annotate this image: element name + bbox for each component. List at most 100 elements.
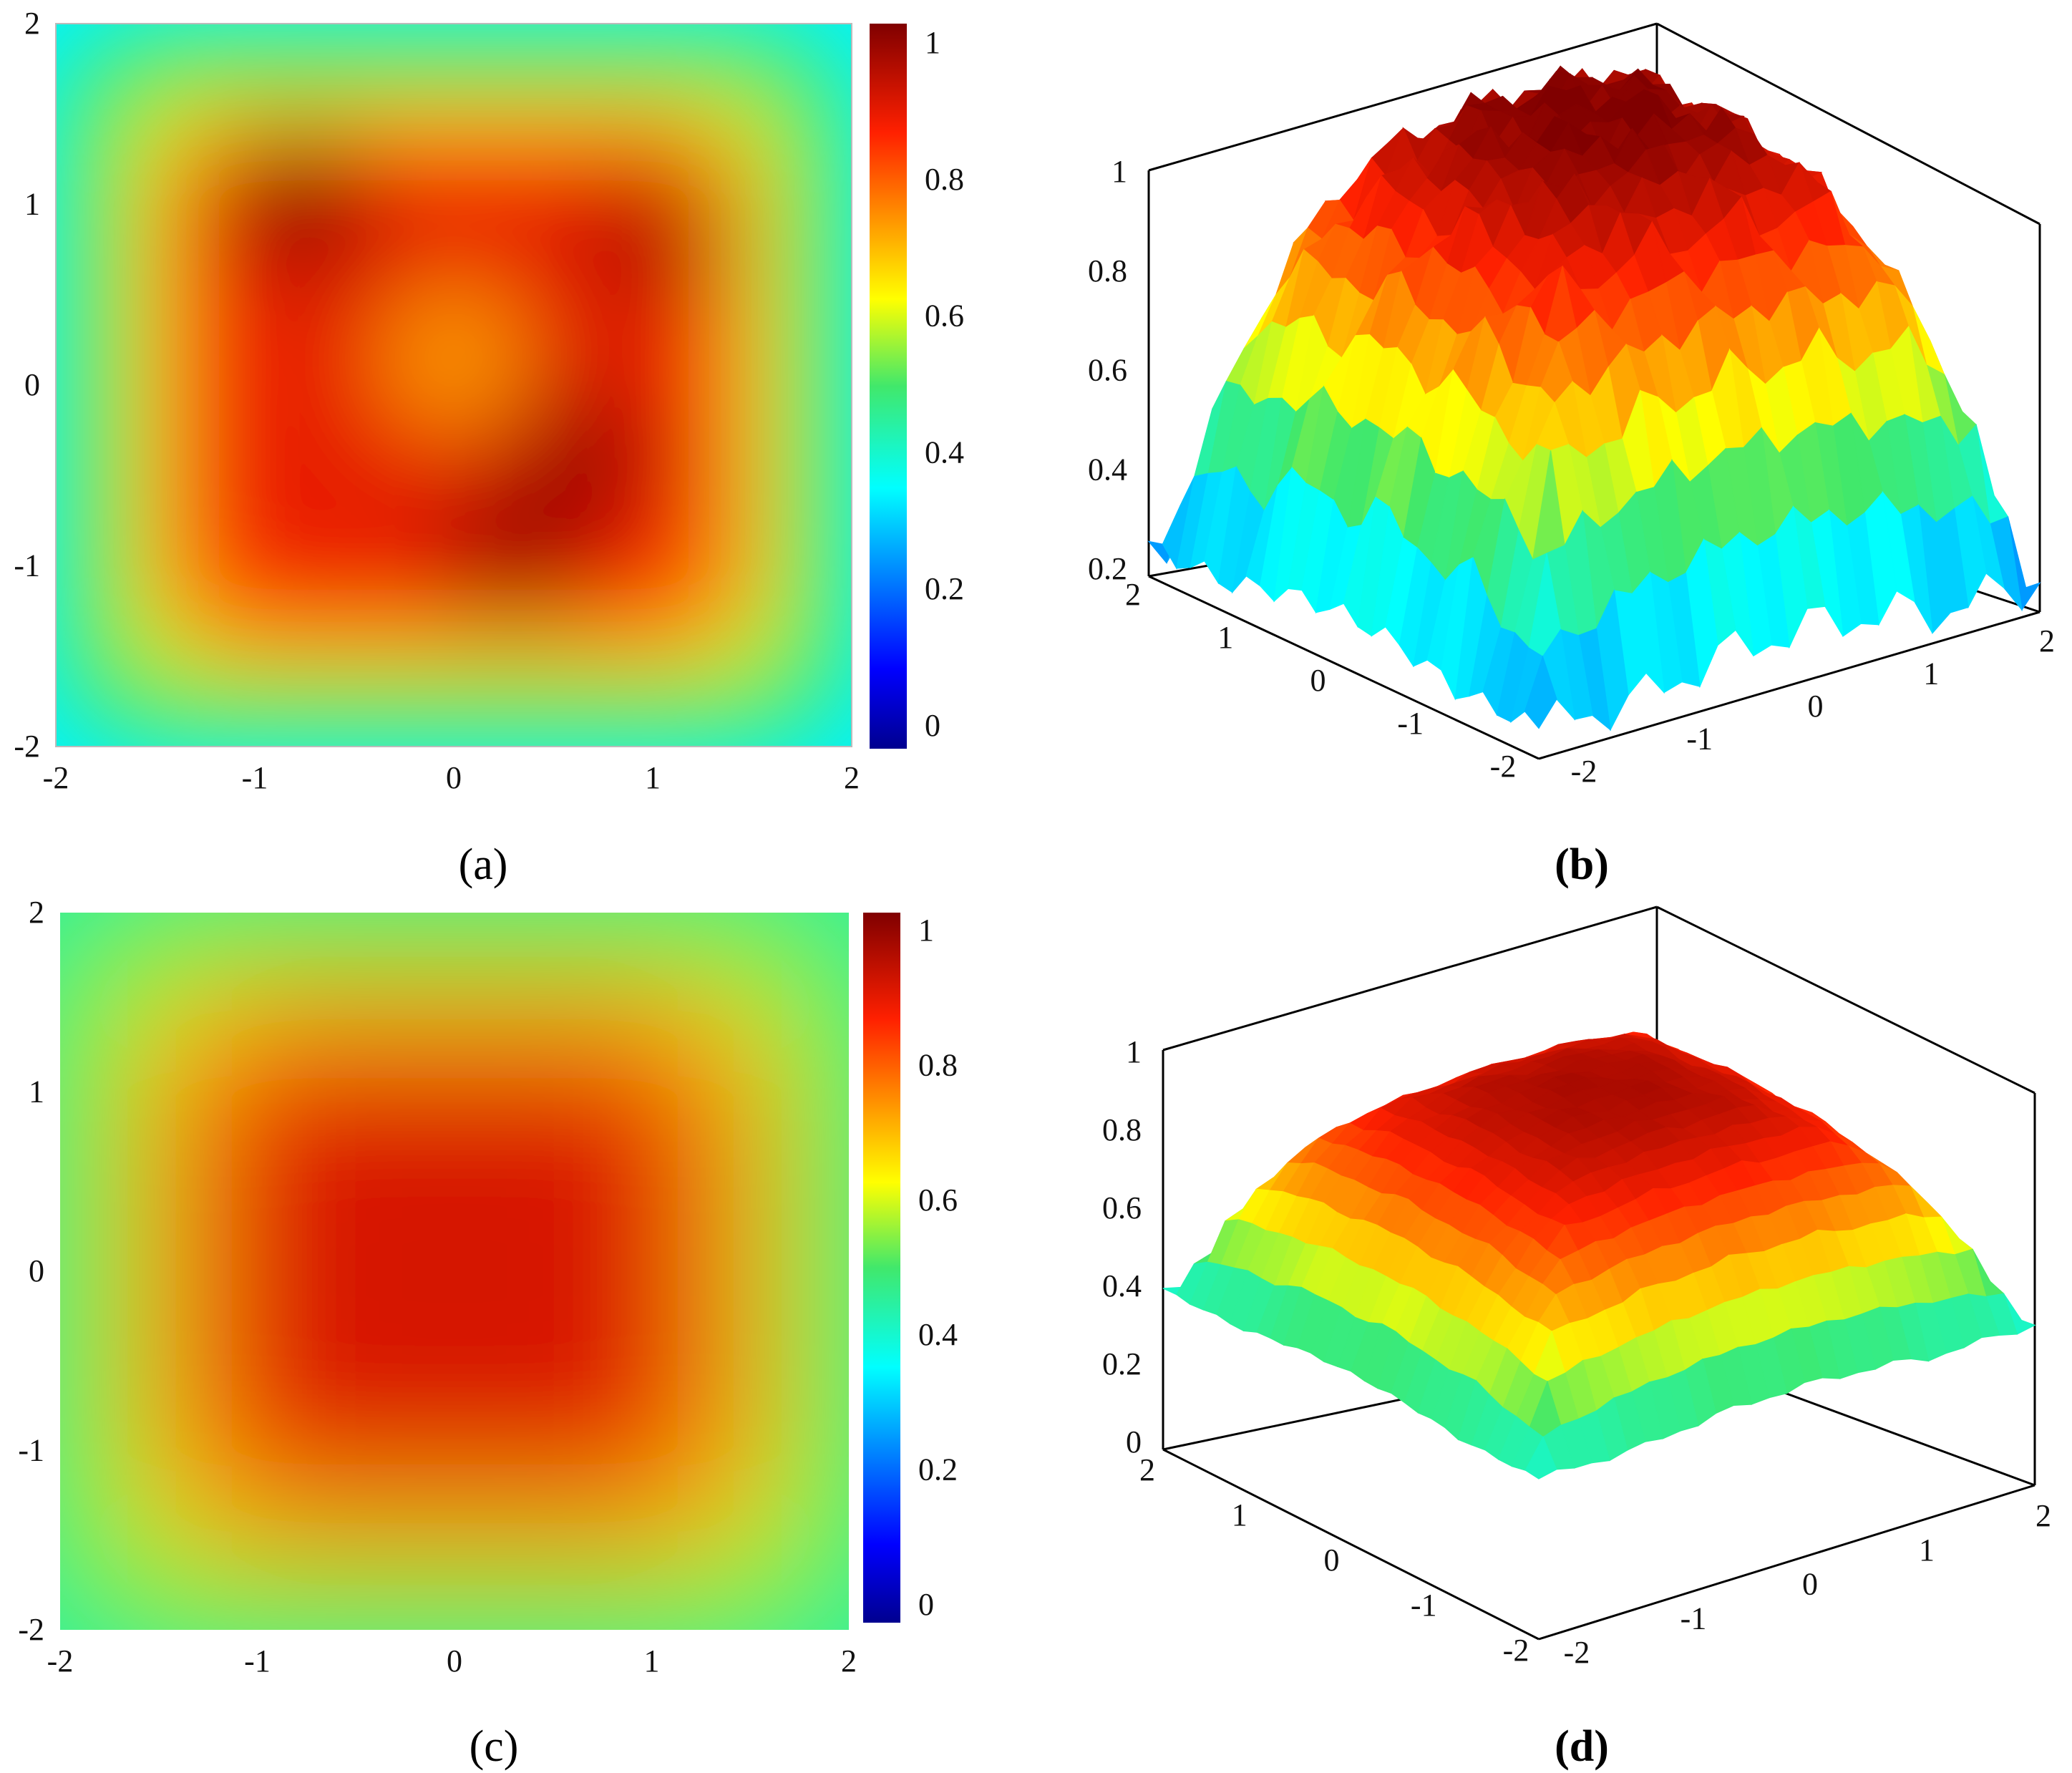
heatmap-field	[56, 24, 852, 747]
x-tick-label: -2	[47, 1643, 74, 1679]
y-tick-label: 1	[24, 187, 40, 222]
panel-d: 1 0.8 0.6 0.4 0.2 0 2 1 0 -1 -2 -2 -1 0 1 2 (d)	[1102, 905, 2051, 1771]
x-tick-label: 0	[446, 760, 462, 795]
colorbar-tick-label: 0.4	[918, 1317, 958, 1352]
colorbar-a	[870, 24, 907, 749]
x-tick-label: 0	[1808, 689, 1824, 724]
x-tick-label: 0	[1802, 1567, 1818, 1602]
z-tick-label: 1	[1126, 1034, 1142, 1069]
x-ticks-b: -2 -1 0 1 2	[1571, 623, 2055, 789]
surface-facet	[1524, 1436, 1557, 1480]
colorbar-tick-label: 0.4	[925, 434, 964, 470]
x-ticks-c: -2 -1 0 1 2	[47, 1643, 857, 1679]
y-tick-label: 2	[29, 895, 44, 930]
y-tick-label: 1	[1217, 620, 1233, 655]
heatmap-field	[60, 913, 849, 1630]
heatmap-hotspot	[442, 476, 585, 620]
colorbar-tick-label: 0.6	[918, 1182, 958, 1218]
surface-b	[1147, 65, 2041, 732]
y-tick-label: -2	[18, 1612, 44, 1647]
panel-c: -2 -1 0 1 2 2 1 0 -1 -2 1 0.8 0.6 0.4 0.2 0 (c)	[18, 895, 958, 1771]
x-tick-label: 2	[844, 760, 860, 795]
colorbar-tick-label: 0.8	[925, 162, 964, 197]
colorbar-tick-label: 0.2	[925, 571, 964, 606]
y-tick-label: -1	[18, 1433, 44, 1468]
y-tick-label: 0	[1310, 663, 1326, 698]
y-tick-label: 1	[1232, 1497, 1247, 1532]
heatmap-a	[56, 24, 852, 747]
z-ticks-b: 1 0.8 0.6 0.4 0.2	[1088, 154, 1127, 586]
x-tick-label: -2	[1571, 754, 1597, 789]
y-tick-label: 0	[24, 367, 40, 402]
y-tick-label: -2	[1490, 749, 1517, 784]
y-ticks-b: 2 1 0 -1 -2	[1125, 577, 1516, 784]
colorbar-tick-label: 0.2	[918, 1452, 958, 1487]
y-tick-label: -1	[1411, 1588, 1437, 1623]
heatmap-level-4	[233, 1070, 676, 1472]
colorbar-tick-label: 1	[918, 913, 934, 948]
y-ticks-a: 2 1 0 -1 -2	[14, 6, 40, 764]
panel-label-d: (d)	[1555, 1722, 1609, 1771]
y-ticks-c: 2 1 0 -1 -2	[18, 895, 44, 1647]
panel-b: 1 0.8 0.6 0.4 0.2 2 1 0 -1 -2 -2 -1 0 1 2 (b)	[1088, 22, 2055, 889]
y-tick-label: 0	[1324, 1543, 1340, 1578]
panel-a: -2 -1 0 1 2 2 1 0 -1 -2 1 0.8 0.6 0.4 0.2 0 (a)	[14, 6, 964, 889]
z-tick-label: 0.8	[1088, 253, 1127, 288]
y-tick-label: 2	[24, 6, 40, 41]
surface-d	[1162, 1031, 2036, 1480]
y-tick-label: 2	[1125, 577, 1141, 612]
z-tick-label: 0.6	[1102, 1190, 1142, 1225]
heatmap-c	[60, 913, 849, 1630]
z-ticks-d: 1 0.8 0.6 0.4 0.2 0	[1102, 1034, 1142, 1459]
z-tick-label: 0.4	[1102, 1268, 1142, 1303]
x-tick-label: -1	[242, 760, 268, 795]
x-tick-label: 0	[447, 1643, 462, 1679]
x-tick-label: 1	[1919, 1532, 1935, 1568]
y-ticks-d: 2 1 0 -1 -2	[1139, 1452, 1529, 1668]
panel-label-c: (c)	[470, 1722, 519, 1771]
heatmap-hotspot	[223, 132, 366, 276]
heatmap-hotspot	[381, 286, 526, 430]
panel-label-b: (b)	[1555, 840, 1609, 889]
x-tick-label: -1	[1681, 1600, 1707, 1636]
z-tick-label: 1	[1112, 154, 1127, 189]
z-tick-label: 0.8	[1102, 1112, 1142, 1147]
colorbar-c	[863, 913, 900, 1623]
x-tick-label: -2	[43, 760, 69, 795]
colorbar-tick-label: 0.6	[925, 298, 964, 334]
colorbar-tick-label: 0	[918, 1587, 934, 1622]
y-tick-label: 2	[1139, 1452, 1155, 1487]
y-tick-label: 0	[29, 1253, 44, 1288]
z-tick-label: 0.2	[1088, 551, 1127, 586]
z-tick-label: 0.6	[1088, 353, 1127, 388]
x-tick-label: 2	[2035, 1498, 2051, 1533]
y-tick-label: 1	[29, 1074, 44, 1109]
x-tick-label: -1	[244, 1643, 271, 1679]
y-tick-label: -2	[14, 729, 40, 764]
x-tick-label: 2	[841, 1643, 857, 1679]
colorbar-tick-label: 0.8	[918, 1047, 958, 1082]
z-tick-label: 0.2	[1102, 1346, 1142, 1381]
x-tick-label: -2	[1564, 1635, 1590, 1670]
x-tick-label: 1	[644, 1643, 660, 1679]
colorbar-ticks-c: 1 0.8 0.6 0.4 0.2 0	[918, 913, 958, 1622]
z-tick-label: 0	[1126, 1424, 1142, 1459]
surface-facet	[1524, 655, 1557, 729]
x-tick-label: 1	[645, 760, 661, 795]
x-tick-label: -1	[1686, 722, 1713, 757]
colorbar-tick-label: 1	[925, 25, 940, 60]
x-ticks-a: -2 -1 0 1 2	[43, 760, 860, 795]
heatmap-a-frame	[55, 23, 852, 747]
colorbar-tick-label: 0	[925, 708, 940, 743]
y-tick-label: -1	[1397, 706, 1424, 741]
y-tick-label: -1	[14, 548, 40, 583]
x-tick-label: 2	[2039, 623, 2055, 659]
x-tick-label: 1	[1923, 656, 1939, 691]
heatmap-hotspot	[580, 168, 725, 313]
panel-label-a: (a)	[459, 840, 508, 889]
y-tick-label: -2	[1503, 1633, 1529, 1668]
colorbar-ticks-a: 1 0.8 0.6 0.4 0.2 0	[925, 25, 964, 743]
z-tick-label: 0.4	[1088, 452, 1127, 487]
x-ticks-d: -2 -1 0 1 2	[1564, 1498, 2051, 1670]
